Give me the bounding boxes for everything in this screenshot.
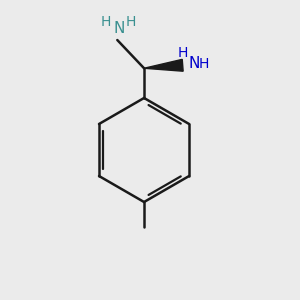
Text: N: N xyxy=(113,21,124,36)
Text: H: H xyxy=(125,15,136,29)
Polygon shape xyxy=(144,59,183,71)
Text: N: N xyxy=(188,56,200,71)
Text: H: H xyxy=(101,15,111,29)
Text: H: H xyxy=(199,57,209,71)
Text: H: H xyxy=(178,46,188,60)
